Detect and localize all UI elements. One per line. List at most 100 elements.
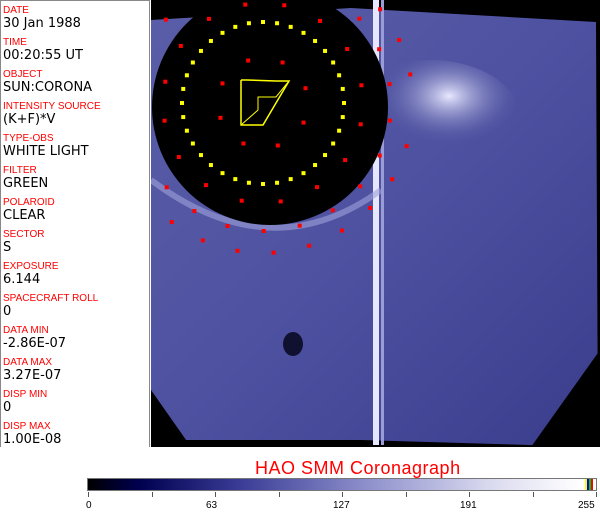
marker-dot <box>243 2 248 7</box>
header-field: EXPOSURE 6.144 <box>3 261 59 287</box>
field-label: EXPOSURE <box>3 261 59 272</box>
colorbar-tick <box>405 492 407 497</box>
marker-dot <box>198 153 203 158</box>
marker-dot <box>301 171 306 176</box>
field-value: 6.144 <box>3 272 41 287</box>
marker-dot <box>203 183 208 188</box>
marker-dot <box>163 79 168 84</box>
marker-dot <box>377 153 382 158</box>
colorbar-tick <box>88 492 89 497</box>
field-value: SUN:CORONA <box>3 80 93 95</box>
marker-dot <box>181 86 186 91</box>
marker-dot <box>220 81 225 86</box>
marker-dot <box>297 223 302 228</box>
field-label: TYPE-OBS <box>3 133 54 144</box>
marker-dot <box>387 82 392 87</box>
field-value: (K+F)*V <box>3 112 56 127</box>
marker-dot <box>280 60 285 65</box>
marker-dot <box>408 72 413 77</box>
marker-dot <box>288 177 293 182</box>
field-label: DATE <box>3 5 29 16</box>
marker-dot <box>318 18 323 23</box>
colorbar-tick <box>469 492 470 497</box>
yellow-marker-ring <box>180 20 346 186</box>
marker-dot <box>282 3 287 8</box>
header-field: DATA MAX 3.27E-07 <box>3 357 61 383</box>
marker-dot <box>246 21 251 26</box>
marker-dot <box>357 16 362 21</box>
marker-dot <box>208 163 213 168</box>
marker-dot <box>180 101 184 105</box>
marker-dot <box>181 115 186 120</box>
marker-dot <box>261 182 265 186</box>
marker-dot <box>340 86 345 91</box>
marker-dot <box>162 118 167 123</box>
field-value: 1.00E-08 <box>3 432 62 447</box>
colorbar-tick-label: 127 <box>333 500 350 511</box>
marker-dot <box>220 30 225 35</box>
red-markers <box>162 2 413 255</box>
marker-dot <box>206 16 211 21</box>
marker-dot <box>198 48 203 53</box>
marker-dot <box>275 180 280 185</box>
marker-dot <box>241 141 246 146</box>
marker-dot <box>225 224 230 229</box>
marker-dot <box>271 250 276 255</box>
marker-dot <box>397 38 402 43</box>
marker-dot <box>323 48 328 53</box>
marker-dot <box>315 185 320 190</box>
field-value: WHITE LIGHT <box>3 144 89 159</box>
field-label: TIME <box>3 37 27 48</box>
marker-dot <box>301 120 306 125</box>
field-label: OBJECT <box>3 69 43 80</box>
marker-dot <box>342 101 346 105</box>
marker-dot <box>368 205 373 210</box>
marker-dot <box>239 198 244 203</box>
marker-dot <box>313 163 318 168</box>
header-field: DISP MAX 1.00E-08 <box>3 421 61 447</box>
marker-dot <box>307 243 312 248</box>
marker-dot <box>184 73 189 78</box>
marker-dot <box>337 73 342 78</box>
marker-dot <box>331 60 336 65</box>
marker-dot <box>275 143 280 148</box>
header-field: OBJECT SUN:CORONA <box>3 69 92 95</box>
marker-dot <box>190 141 195 146</box>
colorbar-tick <box>532 492 534 497</box>
field-value: -2.86E-07 <box>3 336 67 351</box>
field-label: DISP MIN <box>3 389 48 400</box>
marker-dot <box>339 228 344 233</box>
marker-dot <box>275 21 280 26</box>
marker-dot <box>358 184 363 189</box>
marker-dot <box>288 24 293 29</box>
colorbar-tick <box>278 492 280 497</box>
header-field: DISP MIN 0 <box>3 389 47 415</box>
marker-dot <box>378 7 383 12</box>
field-value: CLEAR <box>3 208 46 223</box>
colorbar-tick-label: 255 <box>578 500 595 511</box>
marker-dot <box>337 128 342 133</box>
field-value: 3.27E-07 <box>3 368 62 383</box>
field-label: DATA MIN <box>3 325 49 336</box>
marker-dot <box>164 185 169 190</box>
header-field: TYPE-OBS WHITE LIGHT <box>3 133 89 159</box>
marker-dot <box>246 58 251 63</box>
field-label: INTENSITY SOURCE <box>3 101 101 112</box>
header-field: SECTOR S <box>3 229 45 255</box>
colorbar-tick-label: 0 <box>86 500 92 511</box>
field-value: S <box>3 240 12 255</box>
field-label: DISP MAX <box>3 421 51 432</box>
marker-dot <box>261 20 265 24</box>
marker-dot <box>163 17 168 22</box>
header-field: DATA MIN -2.86E-07 <box>3 325 66 351</box>
field-label: POLAROID <box>3 197 55 208</box>
marker-dot <box>313 38 318 43</box>
pylon <box>373 0 379 445</box>
field-label: SECTOR <box>3 229 45 240</box>
marker-dot <box>184 128 189 133</box>
marker-dot <box>278 199 283 204</box>
field-value: 30 Jan 1988 <box>3 16 81 31</box>
marker-dot <box>261 228 266 233</box>
field-value: GREEN <box>3 176 49 191</box>
field-label: SPACECRAFT ROLL <box>3 293 99 304</box>
